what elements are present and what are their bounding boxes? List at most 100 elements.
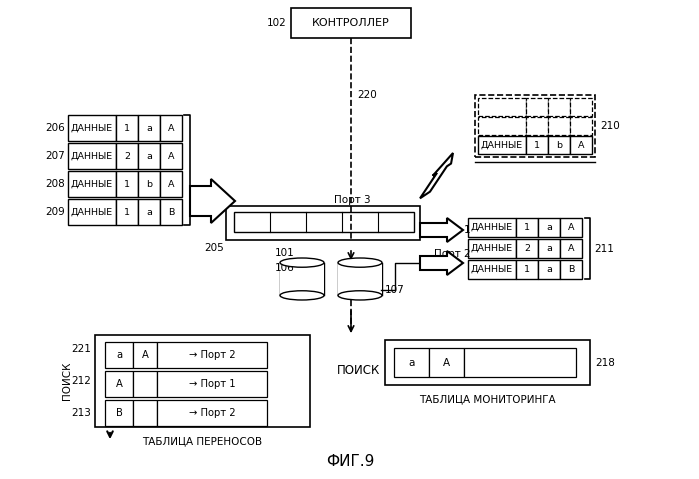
Bar (160, 171, 182, 197)
Bar (133, 371, 157, 397)
Bar (157, 400, 267, 426)
Text: 106: 106 (275, 263, 295, 273)
Bar (526, 98, 548, 116)
Bar (105, 400, 133, 426)
Text: 1: 1 (124, 180, 130, 189)
Bar (133, 400, 157, 426)
Bar (68, 115, 116, 141)
Bar (548, 117, 570, 135)
Text: a: a (146, 151, 152, 160)
Text: 208: 208 (45, 179, 65, 189)
Bar (560, 260, 582, 279)
Text: 221: 221 (71, 344, 91, 354)
Text: Порт 2: Порт 2 (434, 249, 470, 259)
Text: 2: 2 (524, 244, 530, 253)
Bar (464, 348, 576, 377)
Text: 205: 205 (204, 243, 224, 253)
Text: 220: 220 (357, 90, 377, 100)
Bar (429, 348, 464, 377)
Bar (560, 218, 582, 237)
Text: b: b (556, 140, 562, 149)
Text: A: A (115, 379, 122, 389)
Bar (475, 95, 595, 157)
Bar (138, 199, 160, 225)
Bar (538, 218, 560, 237)
Bar (133, 342, 157, 368)
Text: a: a (546, 265, 552, 274)
Text: A: A (568, 223, 575, 232)
Bar (68, 199, 116, 225)
Text: 1: 1 (124, 124, 130, 133)
Text: a: a (146, 207, 152, 217)
Text: 218: 218 (595, 357, 615, 367)
Bar (157, 371, 267, 397)
Text: ПОИСК: ПОИСК (336, 364, 380, 376)
Bar (570, 117, 592, 135)
Text: A: A (142, 350, 148, 360)
Text: 107: 107 (385, 285, 405, 295)
Text: B: B (115, 408, 122, 418)
Text: A: A (443, 357, 450, 367)
Text: a: a (546, 223, 552, 232)
Text: A: A (578, 140, 584, 149)
Bar (291, 8, 411, 38)
Text: a: a (408, 357, 415, 367)
Text: ДАННЫЕ: ДАННЫЕ (471, 223, 513, 232)
Bar (138, 115, 160, 141)
Text: ДАННЫЕ: ДАННЫЕ (471, 244, 513, 253)
Text: → Порт 2: → Порт 2 (189, 408, 236, 418)
Text: 212: 212 (71, 376, 91, 386)
Text: 102: 102 (267, 18, 287, 28)
Bar (468, 260, 516, 279)
Text: 211: 211 (594, 243, 614, 253)
Polygon shape (420, 218, 463, 242)
Text: КОНТРОЛЛЕР: КОНТРОЛЛЕР (312, 18, 390, 28)
Polygon shape (190, 179, 235, 223)
Text: ДАННЫЕ: ДАННЫЕ (71, 207, 113, 217)
Bar (116, 171, 138, 197)
Text: ТАБЛИЦА ПЕРЕНОСОВ: ТАБЛИЦА ПЕРЕНОСОВ (143, 436, 263, 446)
Bar (116, 115, 138, 141)
Text: → Порт 2: → Порт 2 (189, 350, 236, 360)
Text: A: A (168, 124, 174, 133)
Text: 207: 207 (45, 151, 65, 161)
Bar (160, 199, 182, 225)
Text: ДАННЫЕ: ДАННЫЕ (71, 180, 113, 189)
Bar (226, 206, 420, 240)
Bar (280, 262, 324, 296)
Ellipse shape (280, 258, 324, 267)
Bar (526, 136, 548, 154)
Text: a: a (546, 244, 552, 253)
Text: A: A (168, 151, 174, 160)
Bar (160, 115, 182, 141)
Ellipse shape (338, 291, 382, 300)
Ellipse shape (280, 291, 324, 300)
Bar (68, 143, 116, 169)
Text: A: A (168, 180, 174, 189)
Text: a: a (146, 124, 152, 133)
Bar (548, 136, 570, 154)
Text: ДАННЫЕ: ДАННЫЕ (71, 151, 113, 160)
Polygon shape (420, 153, 453, 198)
Text: B: B (168, 207, 174, 217)
Text: 213: 213 (71, 408, 91, 418)
Ellipse shape (338, 258, 382, 267)
Text: ПОИСК: ПОИСК (62, 362, 72, 400)
Text: b: b (146, 180, 152, 189)
Text: Порт 3: Порт 3 (334, 195, 370, 205)
Text: 209: 209 (45, 207, 65, 217)
Text: → Порт 1: → Порт 1 (189, 379, 236, 389)
Bar (570, 136, 592, 154)
Text: 2: 2 (124, 151, 130, 160)
Text: 101: 101 (275, 248, 295, 258)
Bar (478, 117, 526, 135)
Bar (138, 143, 160, 169)
Text: ДАННЫЕ: ДАННЫЕ (481, 140, 523, 149)
Bar (478, 136, 526, 154)
Text: ДАННЫЕ: ДАННЫЕ (471, 265, 513, 274)
Bar (105, 342, 133, 368)
Bar (478, 98, 526, 116)
Text: ТАБЛИЦА МОНИТОРИНГА: ТАБЛИЦА МОНИТОРИНГА (419, 394, 556, 404)
Bar (468, 239, 516, 258)
Text: B: B (568, 265, 574, 274)
